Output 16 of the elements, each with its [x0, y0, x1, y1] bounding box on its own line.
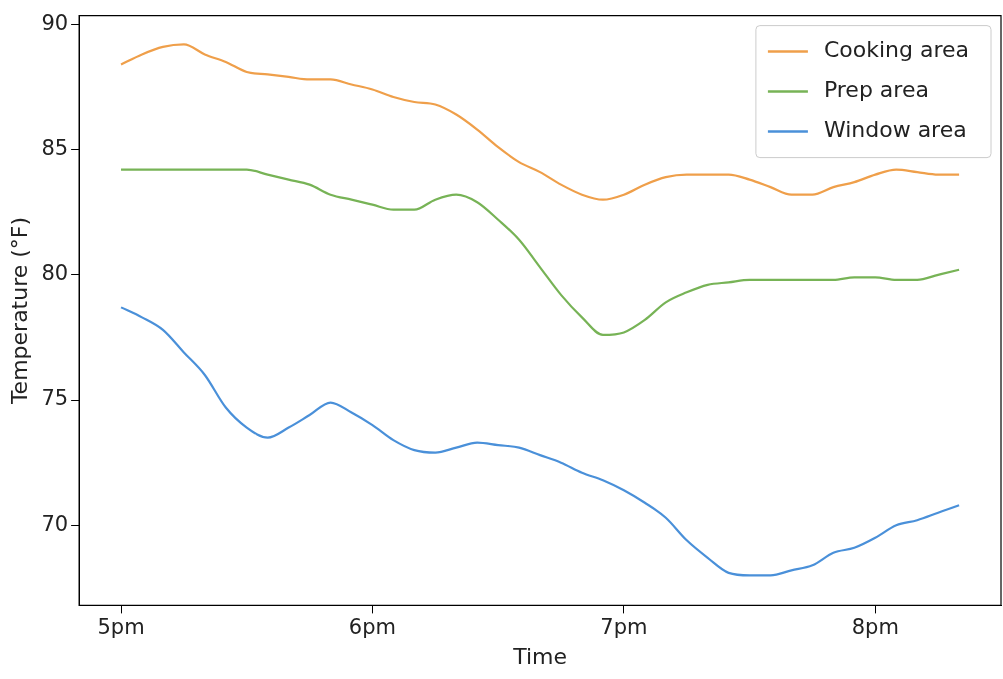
y-tick-label: 80: [41, 261, 69, 286]
line-series: [119, 168, 961, 337]
x-tick-label: 7pm: [600, 615, 648, 640]
y-tick-label: 85: [41, 136, 69, 161]
x-axis-title: Time: [512, 643, 567, 669]
y-tick-label: 90: [41, 10, 69, 35]
legend-label: Prep area: [823, 77, 929, 103]
legend-label: Window area: [823, 117, 967, 143]
line-series: [119, 306, 961, 577]
y-axis-title: Temperature (°F): [6, 216, 32, 406]
x-tick-label: 6pm: [348, 615, 397, 640]
y-tick-label: 75: [41, 386, 69, 411]
x-tick-label: 5pm: [97, 615, 145, 640]
legend-label: Cooking area: [823, 37, 970, 63]
y-tick-label: 70: [41, 511, 69, 536]
x-tick-label: 8pm: [851, 615, 899, 640]
